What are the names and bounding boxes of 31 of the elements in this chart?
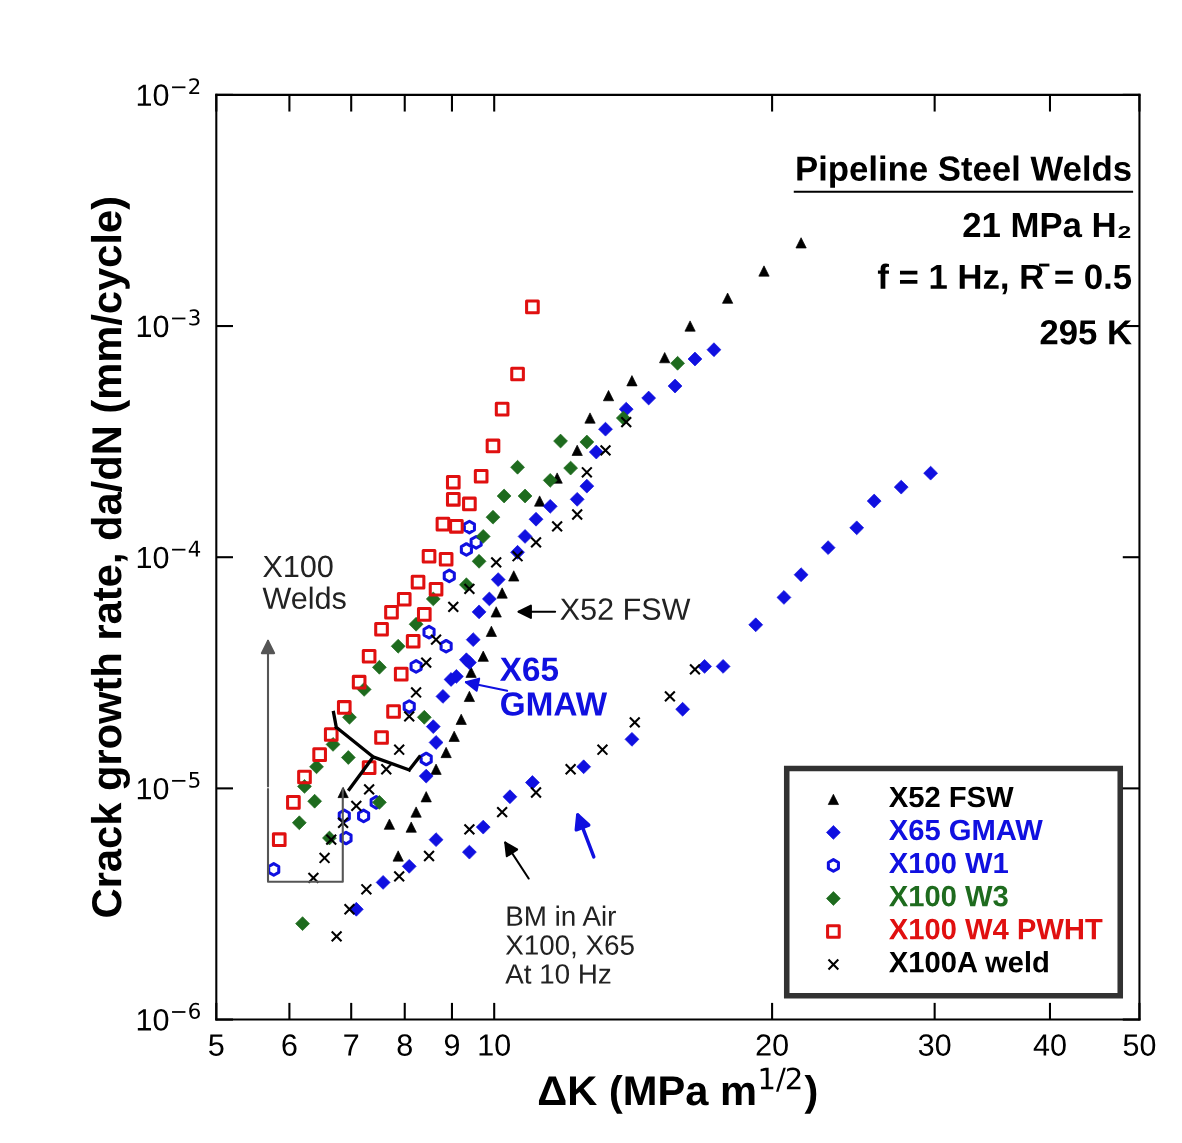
text: Pipeline Steel Welds xyxy=(797,155,1131,188)
x-tick-label: 30 xyxy=(918,1034,951,1056)
annotation: 295 K xyxy=(1040,320,1132,345)
legend-label: X100A weld xyxy=(889,951,1048,973)
x-tick-label: 40 xyxy=(1033,1034,1066,1056)
annotation: X52 FSW xyxy=(560,598,691,620)
legend-label: X100 W4 PWHT xyxy=(889,918,1103,940)
x-tick-label: 50 xyxy=(1123,1034,1156,1056)
annotation: X100 Welds xyxy=(262,555,346,610)
legend-label: X65 GMAW xyxy=(889,819,1043,841)
annotation: 21 MPa H₂ xyxy=(963,212,1131,239)
x-axis-title: ΔK (MPa m$^{1/2}$) xyxy=(538,1067,817,1114)
x-tick-label: 9 xyxy=(444,1034,460,1056)
x-tick-label: 5 xyxy=(209,1034,224,1056)
y-tick-label: 10$^{−5}$ xyxy=(137,771,200,800)
x-tick-label: 20 xyxy=(756,1034,788,1056)
x-tick-label: 8 xyxy=(397,1034,412,1056)
legend-label: X100 W1 xyxy=(889,852,1008,874)
x-tick-label: 7 xyxy=(344,1034,359,1056)
y-tick-label: 10$^{−3}$ xyxy=(137,309,200,338)
legend-label: X100 W3 xyxy=(889,885,1008,907)
x-tick-label: 6 xyxy=(282,1034,297,1056)
legend-label: X52 FSW xyxy=(889,786,1014,808)
annotation: f = 1 Hz, R̄ = 0.5 xyxy=(877,263,1132,295)
y-tick-label: 10$^{−2}$ xyxy=(137,78,200,107)
annotation: BM in Air X100, X65 At 10 Hz xyxy=(505,905,634,984)
y-tick-label: 10$^{−4}$ xyxy=(137,540,201,569)
y-tick-label: 10$^{−6}$ xyxy=(137,1002,200,1031)
annotation: X65 GMAW xyxy=(500,657,608,716)
y-axis-title: Crack growth rate, da/dN (mm/cycle) xyxy=(90,198,130,917)
x-tick-label: 10 xyxy=(479,1034,510,1056)
